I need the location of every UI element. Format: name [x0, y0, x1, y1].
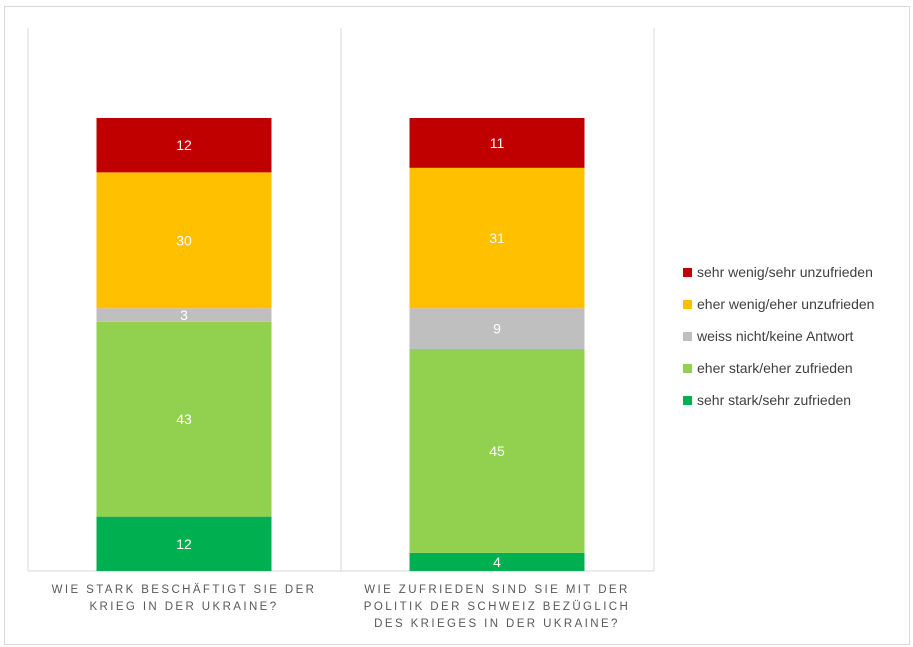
legend-item-1: eher wenig/eher unzufrieden — [683, 288, 874, 320]
bar-segment-1-1 — [409, 349, 585, 553]
legend-label-1: eher wenig/eher unzufrieden — [697, 296, 875, 312]
legend-swatch-3 — [683, 363, 692, 373]
category-label-1: WIE ZUFRIEDEN SIND SIE MIT DER POLITIK D… — [363, 584, 631, 630]
category-label-0: WIE STARK BESCHÄFTIGT SIE DER KRIEG IN D… — [51, 584, 317, 613]
bar-segment-0-0 — [96, 516, 272, 571]
data-label-1-4: 11 — [490, 135, 505, 151]
bar-segment-1-0 — [409, 552, 585, 571]
legend-swatch-1 — [683, 299, 692, 309]
bar-segment-1-2 — [409, 308, 585, 350]
data-label-0-2: 3 — [180, 307, 188, 323]
bar-segment-1-3 — [409, 167, 585, 309]
bar-segment-0-3 — [96, 172, 272, 309]
legend-label-3: eher stark/eher zufrieden — [697, 360, 853, 376]
bar-segment-1-4 — [409, 118, 585, 168]
data-label-0-4: 12 — [176, 137, 192, 153]
legend-label-4: sehr stark/sehr zufrieden — [697, 392, 852, 408]
legend-item-0: sehr wenig/sehr unzufrieden — [683, 256, 874, 288]
data-label-1-3: 31 — [489, 230, 505, 246]
data-label-1-1: 45 — [489, 443, 505, 459]
data-label-1-2: 9 — [493, 321, 501, 337]
bar-segment-0-4 — [96, 118, 272, 173]
legend-item-4: sehr stark/sehr zufrieden — [683, 384, 874, 416]
legend-swatch-0 — [683, 267, 692, 277]
legend-item-2: weiss nicht/keine Antwort — [683, 320, 874, 352]
data-label-0-1: 43 — [176, 411, 192, 427]
bar-segment-0-2 — [96, 308, 272, 322]
data-label-0-0: 12 — [176, 536, 192, 552]
data-label-1-0: 4 — [493, 554, 501, 570]
legend-label-0: sehr wenig/sehr unzufrieden — [697, 264, 873, 280]
legend-swatch-4 — [683, 395, 692, 405]
bar-segment-0-1 — [96, 321, 272, 517]
data-label-0-3: 30 — [176, 232, 192, 248]
legend: sehr wenig/sehr unzufrieden eher wenig/eh… — [683, 256, 874, 416]
legend-item-3: eher stark/eher zufrieden — [683, 352, 874, 384]
legend-label-2: weiss nicht/keine Antwort — [697, 328, 854, 344]
legend-swatch-2 — [683, 331, 692, 341]
